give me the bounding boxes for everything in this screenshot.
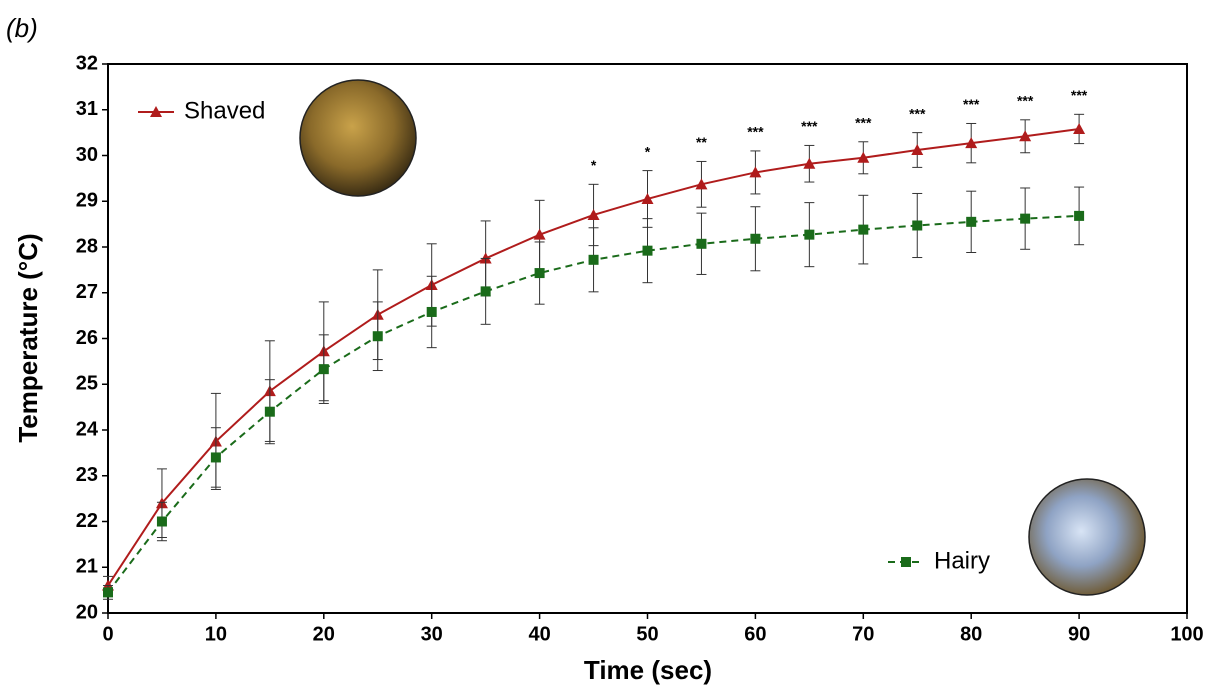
marker [641, 192, 654, 204]
marker [264, 406, 275, 417]
y-tick-label: 30 [76, 144, 98, 166]
marker [750, 233, 761, 244]
panel-label: (b) [6, 13, 38, 43]
x-tick-label: 0 [102, 623, 113, 645]
y-tick-label: 31 [76, 98, 98, 120]
marker [695, 178, 708, 190]
y-tick-label: 27 [76, 281, 98, 303]
y-tick-label: 24 [76, 418, 99, 440]
marker [857, 151, 870, 163]
legend-label: Hairy [934, 547, 990, 574]
skin-image-hairy [1028, 478, 1146, 596]
marker [749, 166, 762, 178]
y-tick-label: 22 [76, 510, 98, 532]
marker [534, 268, 545, 279]
marker [480, 286, 491, 297]
marker [588, 254, 599, 265]
y-tick-label: 23 [76, 464, 98, 486]
y-tick-label: 20 [76, 601, 98, 623]
significance-label: *** [963, 96, 980, 112]
x-tick-label: 40 [528, 623, 550, 645]
significance-label: *** [909, 105, 926, 121]
significance-label: *** [801, 118, 818, 134]
marker [103, 587, 113, 598]
y-axis-title: Temperature (°C) [13, 233, 43, 442]
marker [1073, 122, 1086, 134]
significance-label: * [591, 157, 597, 173]
marker [150, 106, 162, 117]
x-axis-title: Time (sec) [584, 655, 712, 685]
x-tick-label: 60 [744, 623, 766, 645]
marker [1074, 210, 1085, 221]
significance-label: * [645, 143, 651, 159]
marker [911, 144, 924, 156]
y-tick-label: 21 [76, 556, 98, 578]
marker [1020, 213, 1031, 224]
significance-label: *** [747, 124, 764, 140]
y-tick-label: 26 [76, 327, 98, 349]
significance-label: *** [855, 114, 872, 130]
marker [426, 306, 437, 317]
legend-label: Shaved [184, 97, 265, 124]
x-tick-label: 30 [421, 623, 443, 645]
x-tick-label: 10 [205, 623, 227, 645]
marker [587, 208, 600, 220]
significance-label: *** [1071, 87, 1088, 103]
marker [966, 216, 977, 227]
marker [1019, 130, 1032, 142]
significance-label: ** [696, 134, 707, 150]
x-tick-label: 20 [313, 623, 335, 645]
x-tick-label: 70 [852, 623, 874, 645]
marker [533, 228, 546, 240]
x-tick-label: 80 [960, 623, 982, 645]
x-tick-label: 100 [1170, 623, 1203, 645]
marker [372, 331, 383, 342]
y-tick-label: 25 [76, 373, 98, 395]
skin-image-shaved [299, 79, 417, 197]
y-tick-label: 29 [76, 190, 98, 212]
marker [803, 157, 816, 169]
marker [804, 229, 815, 240]
y-tick-label: 28 [76, 235, 98, 257]
marker [210, 452, 221, 463]
y-tick-label: 32 [76, 52, 98, 74]
significance-label: *** [1017, 93, 1034, 109]
marker [642, 245, 653, 256]
marker [901, 557, 911, 567]
marker [696, 238, 707, 249]
x-tick-label: 50 [636, 623, 658, 645]
marker [912, 220, 923, 231]
marker [858, 224, 869, 235]
marker [965, 137, 978, 149]
marker [318, 364, 329, 375]
marker [156, 516, 167, 527]
x-tick-label: 90 [1068, 623, 1090, 645]
